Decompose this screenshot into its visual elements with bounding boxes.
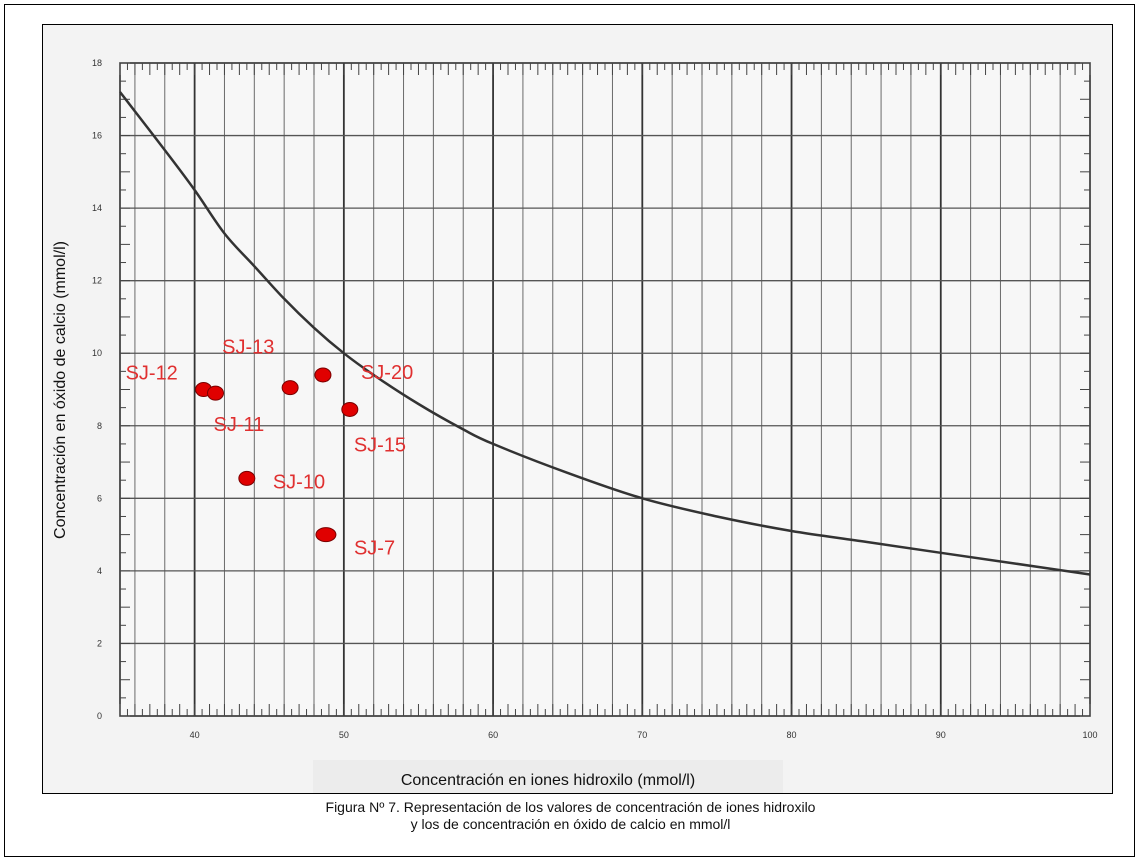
figure-frame: 40 50 60 70 80 90 100 0 2 4 6 8 10 12 14 16 18 SJ-12 SJ-1… <box>4 4 1135 857</box>
y-tick-label: 2 <box>97 638 102 648</box>
tick-labels: 40 50 60 70 80 90 100 0 2 4 6 8 10 12 14 16 18 <box>92 58 1098 740</box>
data-points <box>195 367 359 543</box>
data-point <box>281 380 299 396</box>
y-axis-label: Concentración en óxido de calcio (mmol/l… <box>52 241 69 539</box>
y-tick-label: 10 <box>92 348 102 358</box>
data-labels: SJ-12 SJ-11 SJ-13 SJ-20 SJ-15 SJ-10 SJ-7 <box>126 337 414 560</box>
data-label: SJ-20 <box>361 362 413 384</box>
x-tick-label: 50 <box>339 730 349 740</box>
x-tick-label: 40 <box>190 730 200 740</box>
x-axis-label: Concentración en iones hidroxilo (mmol/l… <box>401 772 695 789</box>
minor-ticks <box>119 62 1091 717</box>
y-tick-label: 16 <box>92 131 102 141</box>
x-tick-label: 70 <box>637 730 647 740</box>
data-label: SJ-15 <box>354 434 406 456</box>
data-label: SJ-10 <box>273 471 325 493</box>
y-tick-label: 0 <box>97 711 102 721</box>
y-tick-label: 12 <box>92 276 102 286</box>
data-label: SJ-7 <box>354 538 395 560</box>
limit-curve <box>119 91 1091 576</box>
x-tick-label: 80 <box>787 730 797 740</box>
x-axis-label-box <box>313 760 783 793</box>
plot-area <box>119 62 1091 717</box>
data-point <box>315 527 337 543</box>
data-point <box>238 470 256 486</box>
grid-lines <box>120 63 1090 716</box>
data-point <box>207 385 225 401</box>
y-tick-label: 6 <box>97 493 102 503</box>
data-point <box>341 401 359 417</box>
data-label: SJ-12 <box>126 363 178 385</box>
caption-line-2: y los de concentración en óxido de calci… <box>410 816 731 832</box>
y-tick-label: 18 <box>92 58 102 68</box>
x-tick-label: 90 <box>936 730 946 740</box>
data-label: SJ-11 <box>214 414 265 436</box>
y-tick-label: 4 <box>97 566 102 576</box>
y-tick-label: 8 <box>97 421 102 431</box>
x-tick-label: 60 <box>488 730 498 740</box>
caption-line-1: Figura Nº 7. Representación de los valor… <box>325 799 816 815</box>
y-tick-label: 14 <box>92 203 102 213</box>
x-tick-label: 100 <box>1082 730 1097 740</box>
chart-figure: 40 50 60 70 80 90 100 0 2 4 6 8 10 12 14 16 18 SJ-12 SJ-1… <box>42 24 1113 794</box>
data-label: SJ-13 <box>222 337 274 359</box>
data-point <box>314 367 332 383</box>
